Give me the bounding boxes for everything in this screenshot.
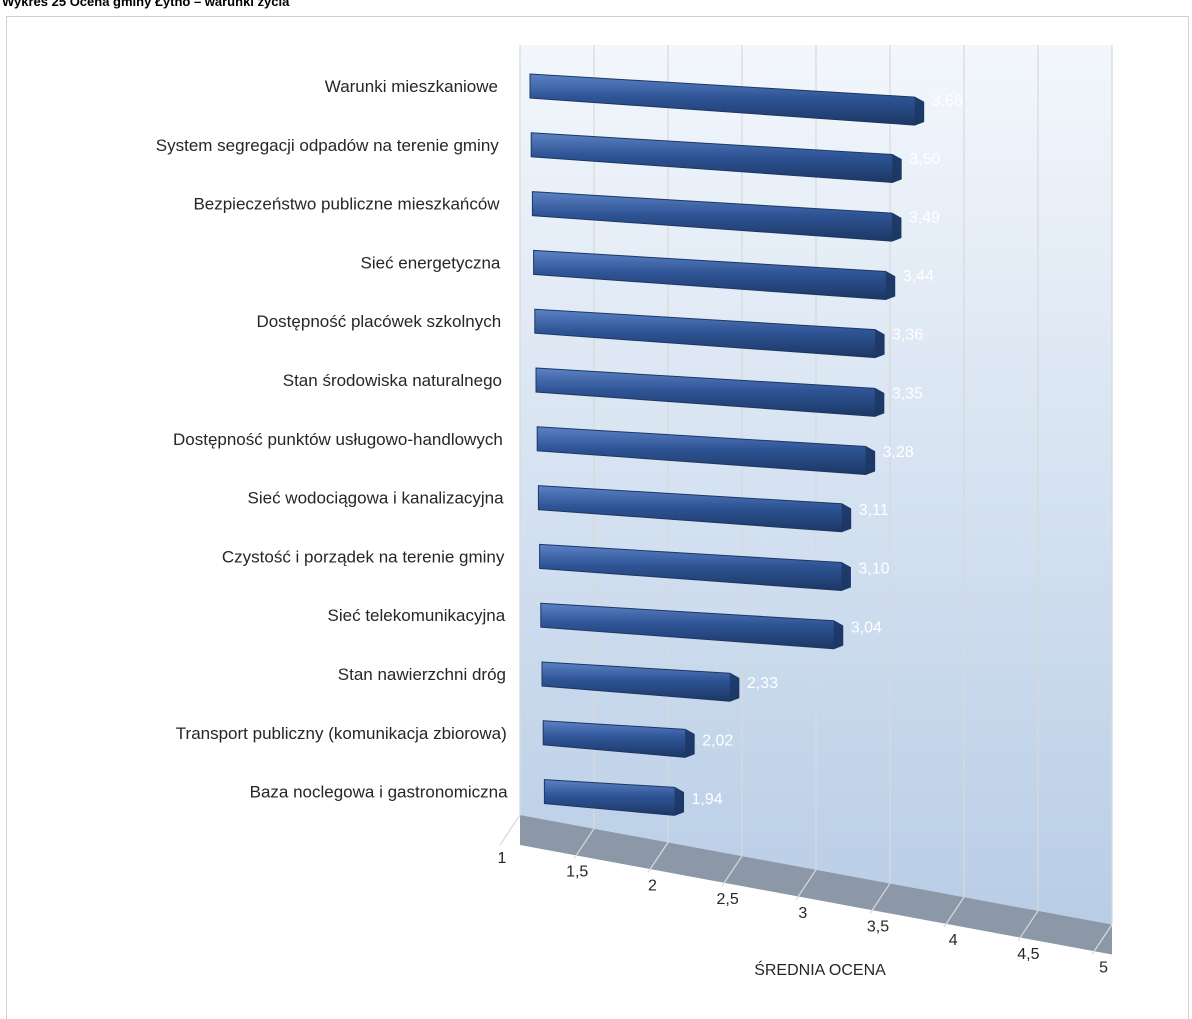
data-label: 3,44 [903,268,934,285]
tick-label: 1,5 [566,864,588,881]
bar-end [891,213,901,242]
data-label: 3,36 [892,327,923,344]
category-label: Dostępność placówek szkolnych [256,312,501,331]
category-label: Baza noclegowa i gastronomiczna [250,783,509,802]
category-labels: Warunki mieszkaniowe System segregacji od… [156,77,508,802]
bar-end [685,729,695,758]
bar: 3,10 [539,543,890,592]
data-label: 2,02 [702,732,733,749]
chart-caption: Wykres 25 Ocena gminy Łytno – warunki ży… [2,0,290,9]
floor-gridline [869,883,891,914]
category-label: Transport publiczny (komunikacja zbiorow… [176,724,507,743]
bars: 3,66 3,50 3,49 3,44 3,36 3,35 3,28 3,11 3,10 3,04… [529,73,963,816]
bar: 3,04 [540,602,882,650]
tick-label: 3,5 [867,918,889,935]
floor-gridline [1017,910,1039,942]
bar-end [865,446,875,475]
bar: 1,94 [543,779,723,816]
bar-end [833,620,843,649]
category-label: Sieć telekomunikacyjna [328,606,506,625]
bar-end [874,388,884,417]
tick-label: 3 [798,905,807,922]
category-label: Bezpieczeństwo publiczne mieszkańców [193,195,500,214]
category-label: System segregacji odpadów na terenie gmi… [156,136,500,155]
chart-floor [520,815,1112,955]
floor-gridline [499,814,521,846]
data-label: 3,66 [932,93,963,110]
floor-gridline [647,842,669,873]
x-axis-title: ŚREDNIA OCENA [754,960,886,979]
bar-end [841,503,851,532]
bar-end [729,673,739,702]
data-label: 3,10 [858,561,889,578]
bar: 3,44 [533,249,934,301]
category-label: Czystość i porządek na terenie gminy [222,547,505,566]
tick-label: 2,5 [716,891,738,908]
bar: 3,66 [529,73,963,126]
category-label: Stan środowiska naturalnego [283,371,502,390]
bar: 3,28 [536,426,914,476]
category-label: Dostępność punktów usługowo-handlowych [173,430,503,449]
bar-end [885,271,895,300]
category-label: Sieć wodociągowa i kanalizacyjna [248,489,505,508]
bar: 3,36 [534,308,923,359]
bar-end [892,154,902,183]
bar: 2,02 [542,720,733,758]
category-label: Stan nawierzchni dróg [338,665,506,684]
data-label: 3,11 [859,502,889,519]
tick-label: 4 [949,932,958,949]
bar: 3,50 [530,132,940,183]
data-label: 3,49 [909,210,940,227]
tick-label: 2 [648,877,657,894]
chart-frame [6,16,1189,1019]
floor-gridline [795,869,817,901]
floor-gridline [943,896,965,928]
bar-end [914,97,924,126]
data-label: 3,04 [851,619,882,636]
bar-end [674,787,684,816]
tick-label: 4,5 [1017,946,1039,963]
floor-gridline [1091,924,1113,955]
data-label: 3,50 [909,151,940,168]
data-label: 3,35 [892,385,923,402]
category-label: Sieć energetyczna [361,253,501,272]
bar: 3,35 [535,367,923,417]
data-label: 1,94 [692,791,723,808]
bar-end [841,562,851,591]
data-label: 2,33 [747,675,778,692]
tick-label: 5 [1099,960,1108,977]
tick-labels: 1 1,5 2 2,5 3 3,5 4 4,5 5 [498,850,1109,977]
bar: 3,49 [531,191,940,242]
category-label: Warunki mieszkaniowe [325,77,498,96]
floor-gridline [721,855,743,887]
bar-end [875,329,885,358]
floor-gridline [573,828,595,860]
data-label: 3,28 [883,444,914,461]
bar: 2,33 [541,661,778,702]
bar: 3,11 [537,485,889,533]
tick-label: 1 [498,850,507,867]
